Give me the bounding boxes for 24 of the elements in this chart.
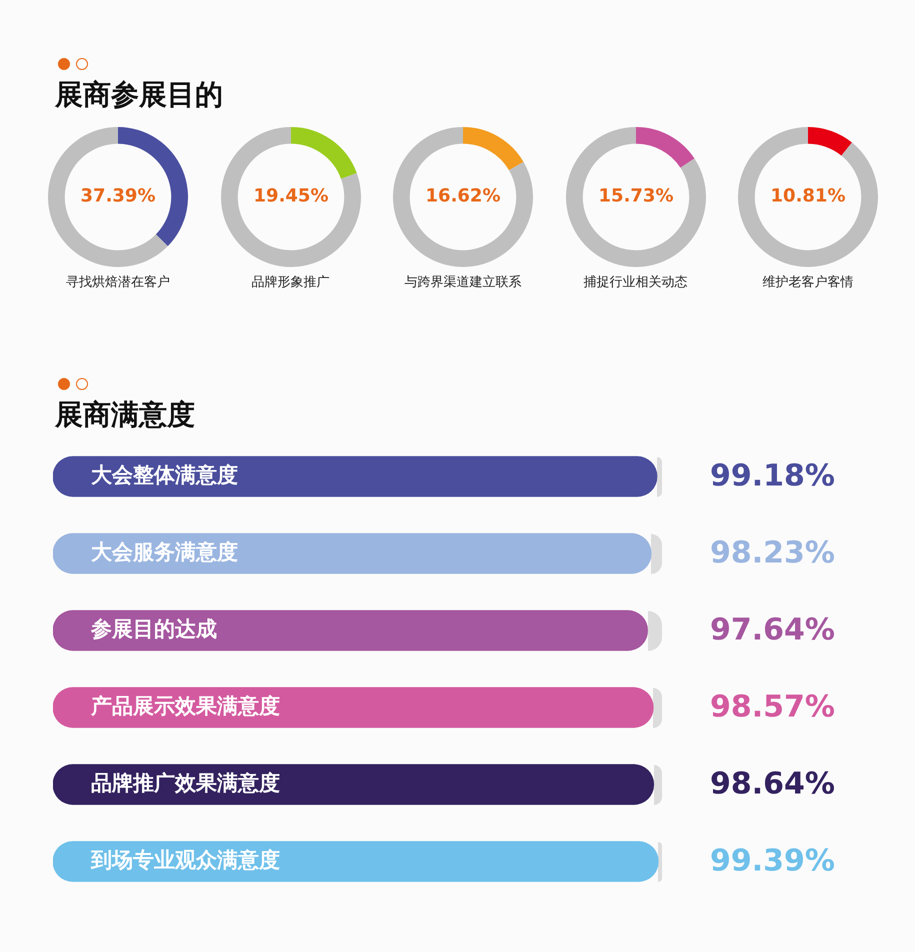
data-label: 99.39% (710, 843, 835, 878)
text: 寻找烘焙潜在客户 (65, 274, 171, 291)
text: 维护老客户客情 (762, 274, 854, 291)
chart-title: 展商满意度 (55, 397, 195, 433)
y-tick-label: 到场专业观众满意度 (90, 848, 280, 872)
y-tick-label: 参展目的达成 (90, 616, 217, 641)
data-label: 37.39% (80, 186, 156, 207)
text: 捕捉行业相关动态 (582, 274, 688, 291)
y-tick-label: 品牌推广效果满意度 (91, 770, 280, 795)
data-label: 98.57% (710, 689, 835, 724)
text: 展商参展目的 (55, 77, 223, 113)
data-label: 98.64% (710, 766, 835, 802)
data-label: 99.18% (710, 458, 835, 494)
y-tick-label: 大会服务满意度 (91, 540, 238, 564)
data-label: 15.73% (598, 186, 673, 207)
text: 与跨界渠道建立联系 (404, 274, 522, 291)
text: 品牌形象推广 (250, 274, 330, 291)
y-tick-label: 大会整体满意度 (91, 462, 238, 487)
data-label: 98.23% (710, 535, 835, 570)
y-tick-label: 产品展示效果满意度 (90, 694, 280, 718)
data-label: 16.62% (426, 186, 500, 207)
data-label: 97.64% (710, 612, 835, 648)
data-label: 19.45% (253, 186, 328, 207)
data-label: 10.81% (770, 186, 846, 207)
